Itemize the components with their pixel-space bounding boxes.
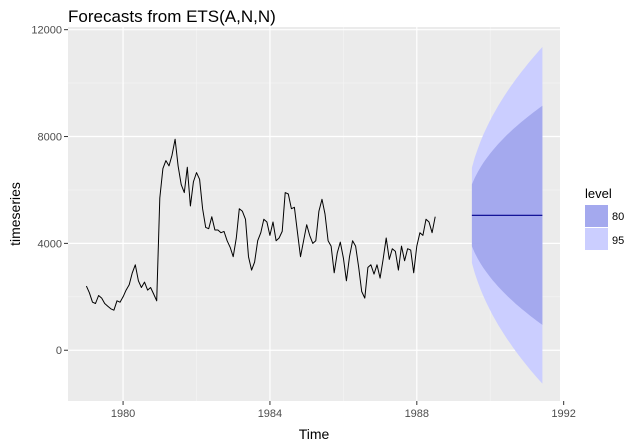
x-tick-label: 1992 xyxy=(551,408,575,420)
y-tick-label: 12000 xyxy=(31,25,62,37)
legend-title: level xyxy=(585,186,612,201)
series-lines xyxy=(85,138,543,311)
x-axis: 1980 1984 1988 1992 xyxy=(111,401,576,420)
y-axis-title: timeseries xyxy=(7,182,23,246)
x-tick-label: 1988 xyxy=(405,408,429,420)
legend-key-95 xyxy=(585,228,608,250)
legend-label-95: 95 xyxy=(612,235,624,247)
x-tick-label: 1984 xyxy=(258,408,282,420)
y-tick-label: 8000 xyxy=(38,132,62,144)
major-gridlines xyxy=(68,27,565,401)
y-axis: 0 4000 8000 12000 xyxy=(31,25,68,357)
legend-label-80: 80 xyxy=(612,211,624,223)
legend: level 80 95 xyxy=(585,186,624,250)
chart-title: Forecasts from ETS(A,N,N) xyxy=(68,7,276,26)
legend-key-80 xyxy=(585,205,608,227)
x-axis-title: Time xyxy=(299,426,330,442)
y-tick-label: 0 xyxy=(56,345,62,357)
x-tick-label: 1980 xyxy=(111,408,135,420)
observed-series-line xyxy=(85,138,436,311)
y-tick-label: 4000 xyxy=(38,238,62,250)
